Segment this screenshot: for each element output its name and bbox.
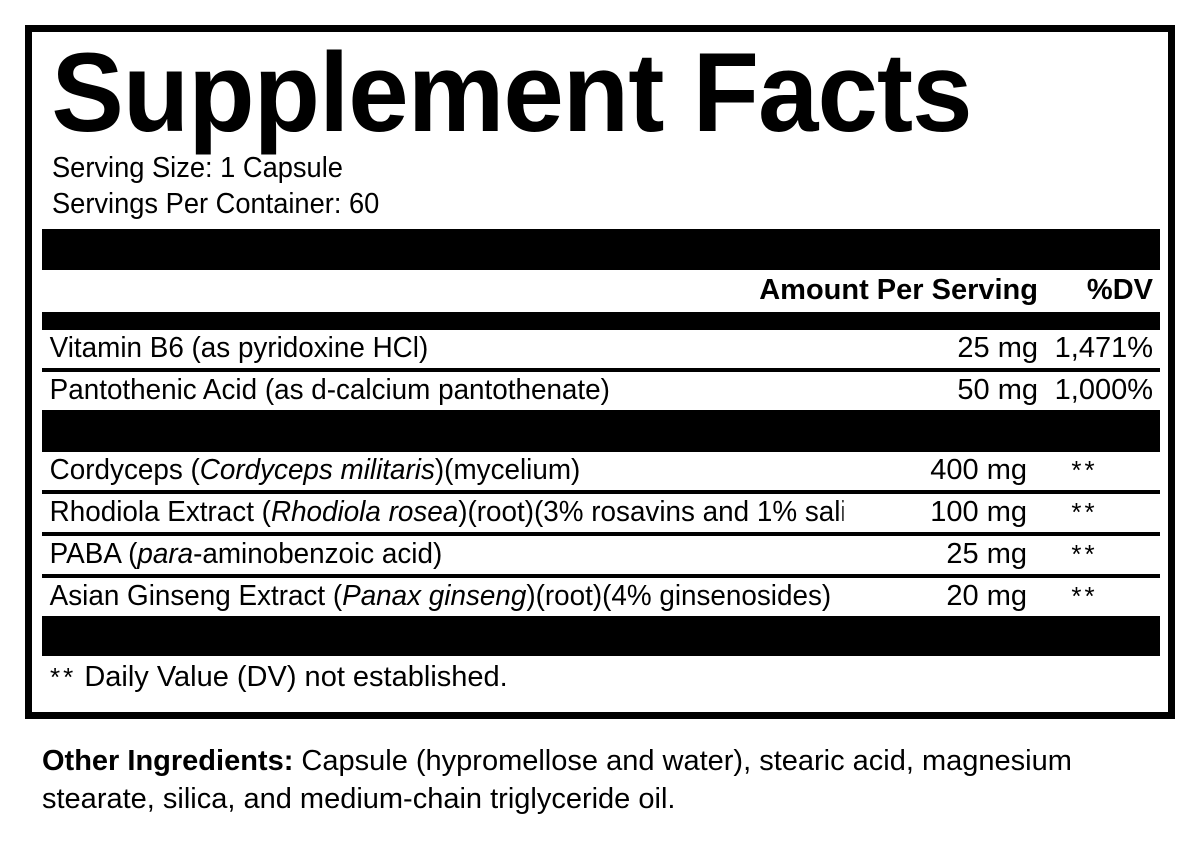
nutrient-name-text: Rhodiola Extract (: [49, 495, 271, 528]
nutrient-name-suffix: )(root)(4% ginsenosides): [526, 579, 832, 612]
serving-info: Serving Size: 1 Capsule Servings Per Con…: [32, 148, 1168, 223]
nutrient-name-text: PABA (: [49, 537, 138, 570]
nutrient-amount: 25 mg: [946, 537, 1027, 570]
row-rule: [42, 367, 1160, 372]
nutrient-dv: **: [1071, 454, 1098, 485]
table-row: Cordyceps (Cordyceps militaris)(mycelium…: [42, 452, 1160, 490]
nutrient-amount: 100 mg: [930, 495, 1027, 528]
nutrient-latin-name: Cordyceps militaris: [199, 453, 435, 486]
table-row: Asian Ginseng Extract (Panax ginseng)(ro…: [42, 578, 1160, 616]
nutrient-dv: 1,000%: [1054, 373, 1153, 406]
footnote: ** Daily Value (DV) not established.: [32, 656, 1168, 694]
table-row: Vitamin B6 (as pyridoxine HCl) 25 mg 1,4…: [42, 330, 1160, 368]
table-row: PABA (para-aminobenzoic acid) 25 mg **: [42, 536, 1160, 574]
nutrient-name: Vitamin B6 (as pyridoxine HCl): [42, 332, 854, 365]
page-title: Supplement Facts: [51, 30, 972, 155]
nutrient-amount: 25 mg: [957, 331, 1038, 364]
nutrient-name: PABA (para-aminobenzoic acid): [42, 538, 844, 571]
footnote-marker: **: [50, 661, 77, 692]
header-amount-per-serving: Amount Per Serving: [759, 273, 1038, 306]
nutrient-name-text: Pantothenic Acid (as d-calcium pantothen…: [49, 373, 610, 406]
other-ingredients-text: Capsule (hypromellose and water), steari…: [42, 745, 1072, 816]
table-row: Pantothenic Acid (as d-calcium pantothen…: [42, 372, 1160, 410]
serving-size: Serving Size: 1 Capsule: [52, 151, 343, 184]
nutrient-name: Cordyceps (Cordyceps militaris)(mycelium…: [42, 454, 844, 487]
nutrient-name: Asian Ginseng Extract (Panax ginseng)(ro…: [42, 580, 844, 613]
nutrient-name-text: Vitamin B6 (as pyridoxine HCl): [49, 331, 429, 364]
nutrient-latin-name: Rhodiola rosea: [270, 495, 459, 528]
nutrient-name-suffix: )(mycelium): [434, 453, 581, 486]
nutrient-name-text: Asian Ginseng Extract (: [49, 579, 343, 612]
divider-bar-botanicals: [42, 409, 1160, 452]
nutrient-name: Pantothenic Acid (as d-calcium pantothen…: [42, 374, 854, 407]
nutrient-name-text: Cordyceps (: [49, 453, 200, 486]
nutrient-name-suffix: -aminobenzoic acid): [193, 537, 443, 570]
row-rule: [42, 489, 1160, 494]
nutrient-name-suffix: )(root)(3% rosavins and 1% salidroside): [458, 495, 843, 528]
servings-per-container: Servings Per Container: 60: [52, 188, 380, 221]
divider-bar-header: [42, 311, 1160, 330]
row-rule: [42, 573, 1160, 578]
nutrient-dv: 1,471%: [1054, 331, 1153, 364]
nutrient-amount: 50 mg: [957, 373, 1038, 406]
supplement-facts-panel: Supplement Facts Serving Size: 1 Capsule…: [25, 25, 1175, 719]
nutrient-dv: **: [1071, 496, 1098, 527]
nutrient-latin-name: para: [137, 537, 194, 570]
header-percent-dv: %DV: [1086, 273, 1153, 306]
table-header-row: Amount Per Serving %DV: [42, 270, 1160, 312]
divider-bar-footnote: [42, 615, 1160, 656]
nutrient-amount: 400 mg: [930, 453, 1027, 486]
other-ingredients: Other Ingredients: Capsule (hypromellose…: [42, 742, 1172, 819]
footnote-text: Daily Value (DV) not established.: [84, 660, 508, 693]
nutrient-dv: **: [1071, 580, 1098, 611]
nutrient-amount: 20 mg: [946, 579, 1027, 612]
other-ingredients-label: Other Ingredients:: [42, 745, 294, 777]
nutrient-latin-name: Panax ginseng: [342, 579, 527, 612]
nutrient-name: Rhodiola Extract (Rhodiola rosea)(root)(…: [42, 496, 844, 529]
table-row: Rhodiola Extract (Rhodiola rosea)(root)(…: [42, 494, 1160, 532]
divider-bar-top: [42, 228, 1160, 270]
row-rule: [42, 531, 1160, 536]
nutrient-dv: **: [1071, 538, 1098, 569]
